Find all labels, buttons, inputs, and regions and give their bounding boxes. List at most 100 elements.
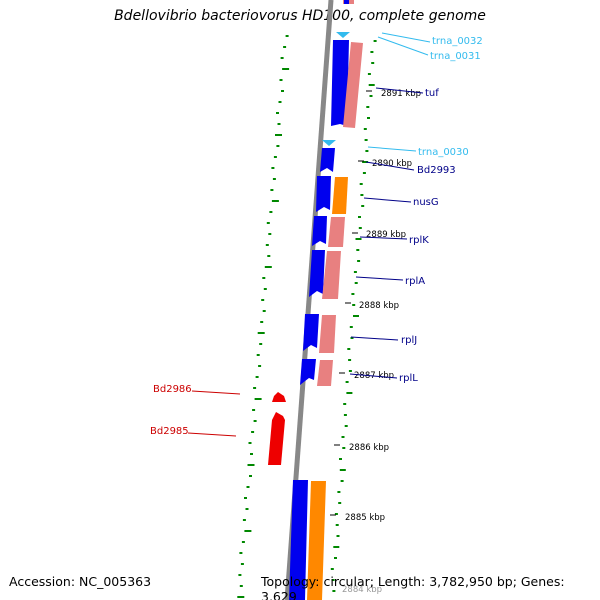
gc-dot (366, 106, 370, 108)
cds-bd2986 (272, 392, 286, 402)
gc-dot (239, 552, 243, 554)
tick-2886: 2886 kbp (334, 443, 389, 453)
label-rpla: rplA (355, 276, 425, 287)
gc-dot (237, 596, 245, 598)
gc-dot (250, 453, 253, 455)
tick-2891: 2891 kbp (366, 89, 421, 99)
gc-dot (334, 513, 338, 515)
tick-label: 2891 kbp (381, 89, 421, 99)
gc-dot (239, 585, 243, 587)
gc-dot (370, 51, 374, 53)
label-rpll: rplL (349, 373, 418, 384)
gc-dot (251, 431, 255, 433)
gc-dot (368, 84, 375, 86)
cog-nusg (332, 177, 348, 214)
gc-dot (240, 563, 244, 565)
gc-dot (339, 458, 342, 460)
tick-label: 2890 kbp (372, 159, 412, 169)
gc-dot (332, 590, 336, 592)
tick-2887: 2887 kbp (339, 371, 394, 381)
gc-dot (358, 227, 362, 229)
gc-dot (255, 376, 259, 378)
cog-rplk (328, 217, 345, 247)
gc-dot (275, 134, 282, 136)
feature-label: Bd2986 (153, 384, 192, 395)
cog-tuf (343, 42, 363, 128)
cog-rpla (322, 251, 341, 299)
gc-dot (355, 238, 362, 240)
gc-dot (267, 255, 271, 257)
tick-2888: 2888 kbp (345, 301, 399, 311)
gc-dot (347, 348, 351, 350)
gc-dot (357, 260, 361, 262)
label-bd2986: Bd2986 (153, 384, 241, 395)
gc-dot (244, 530, 252, 532)
label-bd2985: Bd2985 (150, 426, 237, 437)
clipped-cds-top (344, 0, 349, 4)
feature-label: tuf (425, 88, 439, 99)
feature-label: trna_0031 (430, 51, 481, 62)
gc-dot (268, 233, 272, 235)
gc-dot (272, 178, 276, 180)
gc-dot (282, 68, 290, 70)
label-rplj: rplJ (350, 335, 417, 346)
gc-dot (345, 381, 349, 383)
tick-label: 2884 kbp (342, 585, 382, 595)
gc-dot (340, 480, 344, 482)
cds-bd2985 (268, 412, 285, 465)
gc-dot (254, 398, 262, 400)
gc-dot (349, 326, 353, 328)
gc-dot (358, 216, 361, 218)
gc-dot (248, 442, 252, 444)
label-rplk: rplK (359, 235, 429, 246)
gc-dot (334, 557, 337, 559)
gc-dot (247, 464, 255, 466)
tick-2884: 2884 kbp (342, 585, 382, 595)
gc-dot (362, 161, 369, 163)
cds-tuf (331, 40, 349, 126)
gc-dot (266, 222, 270, 224)
cds-lower-forward (289, 480, 308, 600)
gc-dot (270, 189, 274, 191)
gc-dot (281, 90, 284, 92)
gc-dot (277, 123, 281, 125)
tick-label: 2886 kbp (349, 443, 389, 453)
gc-dot (283, 46, 287, 48)
tick-2890: 2890 kbp (358, 159, 412, 169)
gc-dot (335, 524, 339, 526)
gc-dot (363, 128, 367, 130)
gc-dot (360, 194, 364, 196)
gc-dot (354, 282, 358, 284)
gc-dot (263, 288, 267, 290)
cds-rpll (300, 359, 316, 385)
gc-dot (348, 370, 352, 372)
gc-dot (333, 546, 340, 548)
gc-dot (359, 183, 363, 185)
gc-dot (351, 293, 355, 295)
gc-dot (271, 200, 279, 202)
gc-dot (257, 332, 265, 334)
gc-dot (348, 359, 352, 361)
gc-dot (280, 57, 284, 59)
gc-dot (369, 95, 373, 97)
genome-summary: Topology: circular; Length: 3,782,950 bp… (261, 574, 565, 600)
gc-dot (259, 343, 263, 345)
gc-dot (256, 354, 260, 356)
cog-lower-orange (307, 481, 326, 600)
gc-dot (249, 475, 252, 477)
gc-dot (276, 112, 279, 114)
gc-dot (271, 167, 275, 169)
gc-dot (330, 568, 334, 570)
gc-dot (261, 299, 265, 301)
gc-dot (276, 145, 280, 147)
gc-dot (260, 321, 264, 323)
gc-dot (353, 315, 359, 317)
gc-dot (362, 172, 366, 174)
feature-label: rplA (405, 276, 425, 287)
cds-rplk (312, 216, 327, 246)
feature-label: nusG (413, 197, 439, 208)
gc-dot (244, 497, 247, 499)
gc-dot (367, 117, 370, 119)
gc-dot (353, 271, 357, 273)
gc-dot (246, 486, 250, 488)
